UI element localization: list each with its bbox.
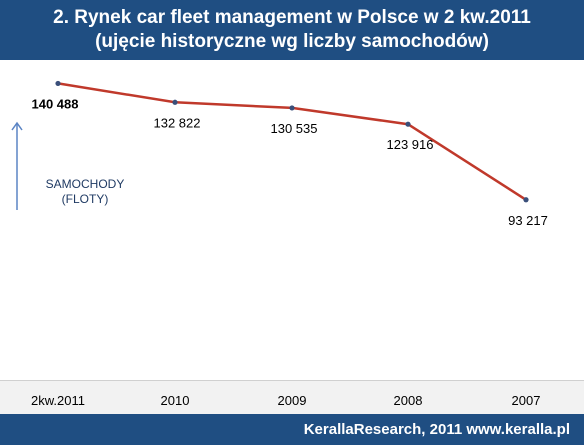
data-label: 140 488 — [32, 96, 79, 111]
x-axis-band: 2kw.2011 2010 2009 2008 2007 — [0, 380, 584, 415]
data-point — [172, 99, 178, 105]
y-axis-label-line1: SAMOCHODY — [45, 177, 125, 191]
y-axis-arrow-icon — [11, 121, 23, 210]
data-label: 123 916 — [387, 137, 434, 152]
plot-area: 140 488 132 822 130 535 123 916 93 217 — [0, 60, 584, 380]
x-tick-label: 2010 — [160, 393, 190, 408]
data-label: 132 822 — [154, 115, 201, 130]
line-chart-svg: 140 488 132 822 130 535 123 916 93 217 — [32, 80, 548, 228]
data-point — [405, 121, 411, 127]
footer-source: KerallaResearch, 2011 www.keralla.pl — [0, 414, 584, 445]
x-tick-label: 2kw.2011 — [31, 393, 85, 408]
x-tick-label: 2008 — [393, 393, 423, 408]
data-label: 93 217 — [508, 213, 548, 228]
x-tick-label: 2009 — [277, 393, 307, 408]
data-point — [523, 197, 529, 203]
data-point — [289, 105, 295, 111]
chart-subtitle: (ujęcie historyczne wg liczby samochodów… — [95, 31, 489, 52]
chart-header: 2. Rynek car fleet management w Polsce w… — [0, 0, 584, 60]
y-axis-label-line2: (FLOTY) — [61, 192, 109, 206]
chart-title: 2. Rynek car fleet management w Polsce w… — [53, 7, 531, 28]
y-axis-label: SAMOCHODY (FLOTY) — [30, 177, 140, 207]
x-tick-label: 2007 — [511, 393, 541, 408]
data-point — [55, 80, 61, 87]
data-label: 130 535 — [271, 121, 318, 136]
